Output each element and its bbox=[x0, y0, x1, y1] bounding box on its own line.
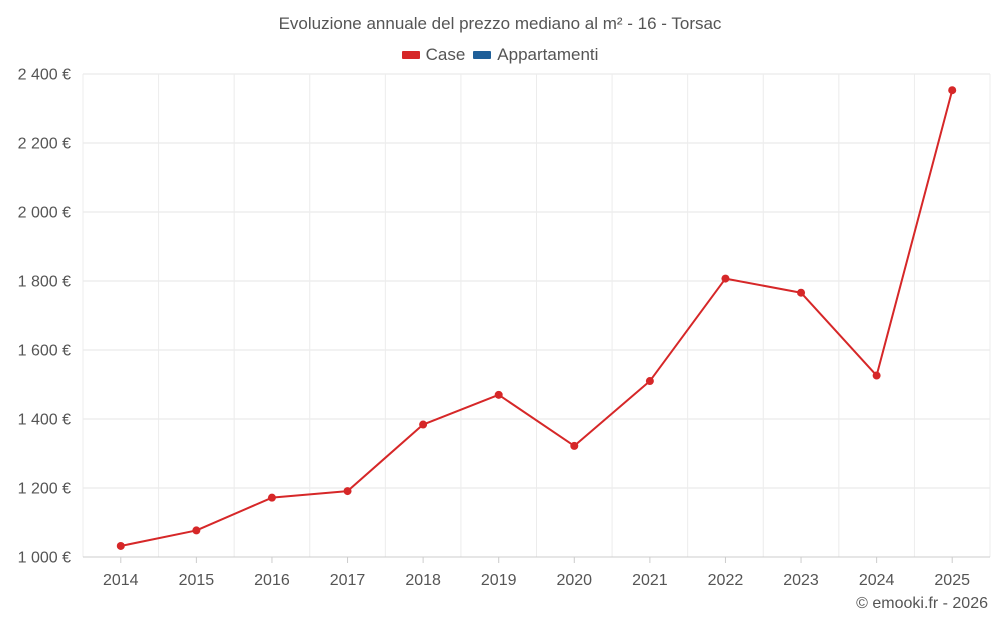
series-line-case bbox=[120, 89, 954, 547]
x-tick-label: 2024 bbox=[859, 572, 895, 589]
y-tick-label: 2 400 € bbox=[18, 67, 71, 84]
data-point[interactable] bbox=[797, 288, 806, 297]
legend-item-appartamenti[interactable]: Appartamenti bbox=[473, 45, 598, 65]
legend: Case Appartamenti bbox=[0, 45, 1000, 65]
legend-label-case: Case bbox=[425, 45, 466, 64]
x-tick-label: 2017 bbox=[330, 572, 366, 589]
chart-title: Evoluzione annuale del prezzo mediano al… bbox=[278, 14, 722, 33]
x-tick-label: 2019 bbox=[481, 572, 517, 589]
data-point[interactable] bbox=[267, 493, 276, 502]
x-tick-label: 2014 bbox=[103, 572, 139, 589]
x-axis: 2014 2015 2016 2017 2018 2019 2020 2021 2022 2023… bbox=[83, 556, 990, 589]
legend-swatch-case bbox=[401, 51, 420, 59]
y-tick-label: 1 000 € bbox=[18, 550, 71, 567]
y-tick-label: 2 200 € bbox=[18, 136, 71, 153]
data-point[interactable] bbox=[645, 377, 654, 386]
data-point[interactable] bbox=[419, 420, 428, 429]
series-layer bbox=[116, 86, 957, 550]
data-point[interactable] bbox=[948, 86, 957, 95]
y-tick-label: 1 400 € bbox=[18, 412, 71, 429]
x-tick-label: 2022 bbox=[708, 572, 744, 589]
x-tick-label: 2016 bbox=[254, 572, 290, 589]
data-point[interactable] bbox=[721, 274, 730, 283]
data-point[interactable] bbox=[494, 390, 503, 399]
legend-label-appartamenti: Appartamenti bbox=[497, 45, 599, 64]
x-tick-label: 2021 bbox=[632, 572, 668, 589]
data-point[interactable] bbox=[343, 487, 352, 496]
y-tick-label: 1 200 € bbox=[18, 481, 71, 498]
y-axis: 1 000 € 1 200 € 1 400 € 1 600 € 1 800 € 2 000… bbox=[18, 67, 71, 567]
y-tick-label: 1 800 € bbox=[18, 274, 71, 291]
x-tick-label: 2020 bbox=[556, 572, 592, 589]
data-point[interactable] bbox=[192, 526, 201, 535]
data-point[interactable] bbox=[116, 541, 125, 550]
legend-swatch-appartamenti bbox=[473, 51, 492, 59]
x-tick-label: 2015 bbox=[179, 572, 215, 589]
x-tick-label: 2025 bbox=[934, 572, 970, 589]
grid bbox=[82, 73, 991, 558]
y-tick-label: 2 000 € bbox=[18, 205, 71, 222]
credit: © emooki.fr - 2026 bbox=[856, 595, 988, 612]
x-tick-label: 2023 bbox=[783, 572, 819, 589]
data-point[interactable] bbox=[872, 371, 881, 380]
y-tick-label: 1 600 € bbox=[18, 343, 71, 360]
legend-item-case[interactable]: Case bbox=[401, 45, 466, 65]
x-tick-label: 2018 bbox=[405, 572, 441, 589]
data-point[interactable] bbox=[570, 441, 579, 450]
